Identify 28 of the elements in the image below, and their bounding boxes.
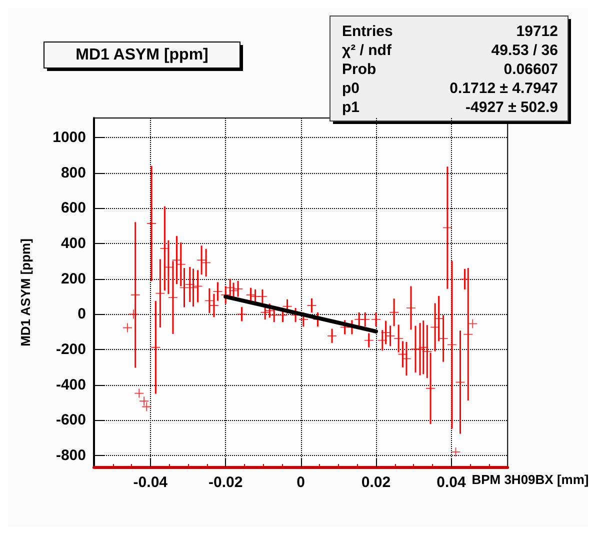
x-tick-label: 0.02 — [361, 474, 391, 491]
text: Prob — [342, 61, 376, 78]
chart-title: MD1 ASYM [ppm] — [76, 46, 208, 64]
y-tick-label: -200 — [56, 340, 86, 358]
y-tick-label: 0 — [78, 306, 86, 323]
y-tick-label: -400 — [56, 376, 86, 394]
text: Entries — [342, 23, 393, 40]
text: -4927 ± 502.9 — [466, 99, 558, 116]
x-tick-label: 0.04 — [436, 474, 466, 491]
text: 0.06607 — [504, 61, 558, 78]
x-tick-label: 0 — [296, 474, 305, 491]
y-tick-label: 1000 — [52, 128, 86, 146]
y-tick-label: 400 — [60, 234, 86, 252]
y-tick-label: 800 — [60, 164, 86, 182]
text: 0.1712 ± 4.7947 — [450, 80, 558, 97]
text: p1 — [342, 99, 360, 116]
y-axis-title: MD1 ASYM [ppm] — [18, 238, 33, 346]
x-axis-title: BPM 3H09BX [mm] — [472, 472, 589, 487]
y-tick-label: -600 — [56, 412, 86, 429]
x-tick-label: -0.04 — [133, 474, 168, 491]
y-tick-label: 200 — [60, 270, 86, 288]
text: p0 — [342, 80, 360, 97]
y-tick-label: -800 — [56, 447, 86, 464]
text: 19712 — [516, 23, 558, 40]
text: 49.53 / 36 — [491, 42, 558, 59]
y-tick-label: 600 — [60, 200, 86, 217]
text: χ² / ndf — [342, 42, 392, 59]
x-tick-label: -0.02 — [208, 474, 243, 491]
